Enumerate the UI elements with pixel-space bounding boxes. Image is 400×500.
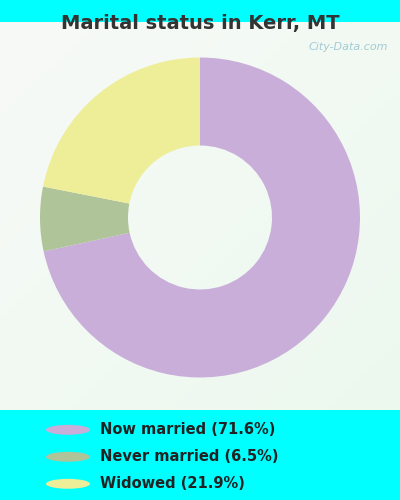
Circle shape xyxy=(46,452,90,462)
Text: Marital status in Kerr, MT: Marital status in Kerr, MT xyxy=(61,14,339,33)
Circle shape xyxy=(46,425,90,434)
Wedge shape xyxy=(44,58,360,378)
Text: Widowed (21.9%): Widowed (21.9%) xyxy=(100,476,245,492)
Text: Now married (71.6%): Now married (71.6%) xyxy=(100,422,275,438)
Text: City-Data.com: City-Data.com xyxy=(308,42,388,52)
Wedge shape xyxy=(40,186,130,252)
Circle shape xyxy=(46,479,90,489)
Text: Never married (6.5%): Never married (6.5%) xyxy=(100,450,278,464)
Wedge shape xyxy=(43,58,200,204)
